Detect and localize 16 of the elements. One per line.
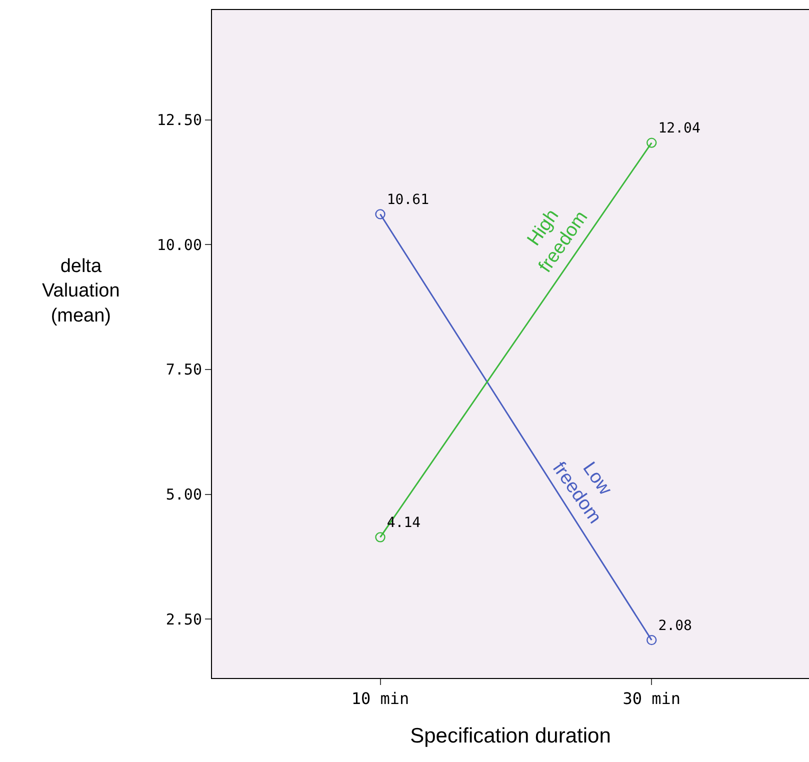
y-tick-label: 12.50 <box>156 111 202 130</box>
data-label: 12.04 <box>658 120 700 137</box>
point <box>646 138 657 148</box>
x-tick-label: 10 min <box>351 689 410 708</box>
y-tick-label: 5.00 <box>166 486 202 504</box>
y-tick-label: 7.50 <box>166 360 202 379</box>
point <box>375 532 386 542</box>
data-label: 2.08 <box>658 618 692 634</box>
point <box>375 209 386 220</box>
x-tick-label: 30 min <box>622 689 681 708</box>
y-tick-label: 2.50 <box>166 610 202 628</box>
point <box>646 634 657 646</box>
data-label: 10.61 <box>386 192 430 208</box>
x-axis-title: Specification duration <box>410 724 611 748</box>
y-tick-label: 10.00 <box>156 236 202 254</box>
y-axis-title: delta Valuation (mean) <box>42 256 120 326</box>
